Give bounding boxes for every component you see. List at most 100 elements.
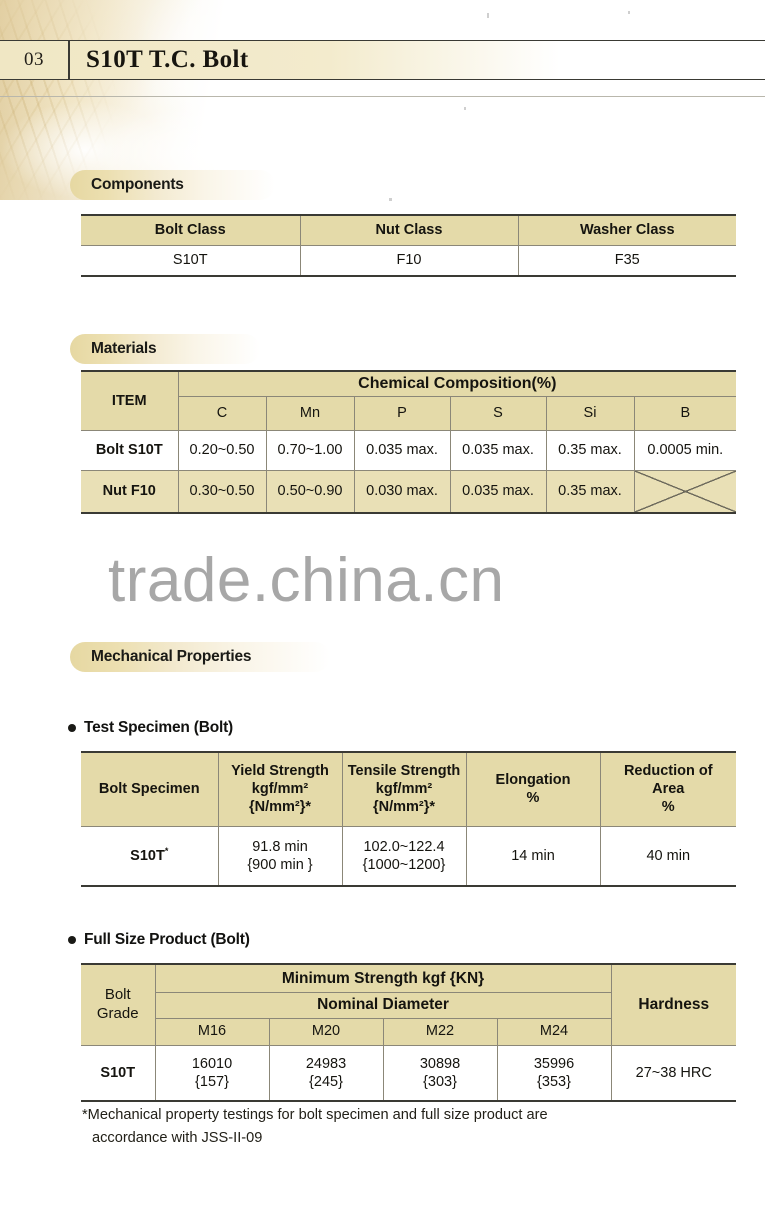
yield-line-1: Yield Strength [231, 763, 329, 780]
col-minimum-strength: Minimum Strength kgf {KN} [154, 963, 612, 993]
scan-speck [628, 11, 630, 14]
section-label: Mechanical Properties [91, 648, 252, 665]
cross-out-line-2 [634, 471, 737, 512]
col-yield-strength: Yield Strength kgf/mm² {N/mm²}* [217, 751, 343, 827]
cell-specimen: S10T* [81, 825, 219, 887]
table-row-s10t: S10T 16010 {157} 24983 {245} 30898 {303}… [81, 1044, 736, 1102]
cell-reduction-of-area: 40 min [599, 825, 736, 887]
yield-value-2: {900 min } [247, 856, 313, 873]
scan-speck [464, 107, 466, 110]
cell-mn: 0.70~1.00 [265, 430, 355, 471]
cell-item: Nut F10 [81, 470, 179, 514]
col-nominal-diameter: Nominal Diameter [154, 991, 612, 1019]
col-m24: M24 [496, 1017, 612, 1046]
m24-kgf: 35996 [533, 1055, 575, 1072]
page-number: 03 [24, 49, 44, 70]
footnote-line-1: *Mechanical property testings for bolt s… [82, 1107, 548, 1123]
col-m22: M22 [382, 1017, 498, 1046]
table-header-row-1: Bolt Grade Minimum Strength kgf {KN} Har… [81, 963, 736, 1046]
subsection-label: Full Size Product (Bolt) [84, 931, 250, 948]
subsection-label: Test Specimen (Bolt) [84, 719, 234, 736]
elongation-line-1: Elongation [495, 772, 571, 789]
section-heading-materials: Materials [70, 334, 260, 364]
subsection-heading-test-specimen: Test Specimen (Bolt) [68, 719, 233, 737]
table-header-row-1: ITEM Chemical Composition(%) [81, 370, 737, 431]
col-m16: M16 [154, 1017, 270, 1046]
cell-si: 0.35 max. [545, 470, 635, 514]
col-element-mn: Mn [265, 396, 355, 431]
cell-bolt-class: S10T [81, 244, 301, 277]
elongation-line-2: % [526, 790, 540, 807]
col-hardness: Hardness [610, 963, 736, 1046]
materials-table: ITEM Chemical Composition(%) C Mn P S Si… [81, 370, 737, 514]
table-header-row: Bolt Class Nut Class Washer Class [81, 214, 736, 246]
col-m20: M20 [268, 1017, 384, 1046]
reduction-line-3: % [661, 799, 675, 816]
table-header-row-3: M16 M20 M22 M24 [81, 1017, 736, 1046]
cell-c: 0.20~0.50 [177, 430, 267, 471]
page-header-bar: 03 S10T T.C. Bolt [0, 40, 765, 80]
section-heading-mechanical-properties: Mechanical Properties [70, 642, 330, 672]
yield-line-3: {N/mm²}* [248, 799, 312, 816]
section-heading-components: Components [70, 170, 275, 200]
specimen-footnote-mark: * [164, 846, 169, 857]
cell-item: Bolt S10T [81, 430, 179, 471]
cell-m20: 24983 {245} [268, 1044, 384, 1102]
cell-washer-class: F35 [517, 244, 736, 277]
yield-line-2: kgf/mm² [251, 781, 309, 798]
m24-kn: {353} [537, 1073, 571, 1090]
scan-speck [389, 198, 392, 201]
yield-value-1: 91.8 min [252, 838, 308, 855]
tensile-value-2: {1000~1200} [362, 856, 446, 873]
col-washer-class: Washer Class [517, 214, 736, 246]
cell-m24: 35996 {353} [496, 1044, 612, 1102]
col-bolt-specimen: Bolt Specimen [81, 751, 219, 827]
col-nut-class: Nut Class [299, 214, 519, 246]
cell-p: 0.030 max. [353, 470, 451, 514]
cell-b-not-applicable [633, 470, 737, 514]
grade-line-1: Bolt [104, 986, 131, 1003]
col-bolt-grade: Bolt Grade [81, 963, 156, 1046]
table-row-nut-f10: Nut F10 0.30~0.50 0.50~0.90 0.030 max. 0… [81, 470, 737, 514]
m22-kgf: 30898 [419, 1055, 461, 1072]
header-divider [68, 41, 70, 79]
test-specimen-table: Bolt Specimen Yield Strength kgf/mm² {N/… [81, 751, 736, 887]
grade-line-2: Grade [96, 1004, 139, 1022]
components-table: Bolt Class Nut Class Washer Class S10T F… [81, 214, 736, 277]
specimen-name: S10T [130, 848, 165, 865]
m16-kgf: 16010 [191, 1055, 233, 1072]
cell-s: 0.035 max. [449, 470, 547, 514]
cell-yield-strength: 91.8 min {900 min } [217, 825, 343, 887]
table-row-s10t: S10T* 91.8 min {900 min } 102.0~122.4 {1… [81, 825, 736, 887]
reduction-line-2: Area [652, 781, 685, 798]
cell-mn: 0.50~0.90 [265, 470, 355, 514]
cell-nut-class: F10 [299, 244, 519, 277]
col-reduction-of-area: Reduction of Area % [599, 751, 736, 827]
table-row-bolt-s10t: Bolt S10T 0.20~0.50 0.70~1.00 0.035 max.… [81, 430, 737, 471]
cell-m16: 16010 {157} [154, 1044, 270, 1102]
col-bolt-class: Bolt Class [81, 214, 301, 246]
col-tensile-strength: Tensile Strength kgf/mm² {N/mm²}* [341, 751, 467, 827]
col-element-p: P [353, 396, 451, 431]
page-title: S10T T.C. Bolt [86, 46, 249, 73]
table-header-row: Bolt Specimen Yield Strength kgf/mm² {N/… [81, 751, 736, 827]
cell-c: 0.30~0.50 [177, 470, 267, 514]
col-item: ITEM [81, 370, 179, 431]
col-element-b: B [633, 396, 737, 431]
bullet-icon [68, 936, 76, 944]
footnote: *Mechanical property testings for bolt s… [82, 1104, 722, 1149]
cell-hardness: 27~38 HRC [610, 1044, 736, 1102]
cell-b: 0.0005 min. [633, 430, 737, 471]
cell-grade: S10T [81, 1044, 156, 1102]
col-element-si: Si [545, 396, 635, 431]
m22-kn: {303} [423, 1073, 457, 1090]
section-label: Components [91, 176, 184, 193]
subsection-heading-full-size-product: Full Size Product (Bolt) [68, 931, 250, 949]
tensile-line-3: {N/mm²}* [372, 799, 436, 816]
tensile-value-1: 102.0~122.4 [363, 838, 445, 855]
m16-kn: {157} [195, 1073, 229, 1090]
watermark-text: trade.china.cn [108, 546, 505, 615]
watermark-fade [90, 528, 710, 574]
tensile-line-1: Tensile Strength [347, 763, 461, 780]
